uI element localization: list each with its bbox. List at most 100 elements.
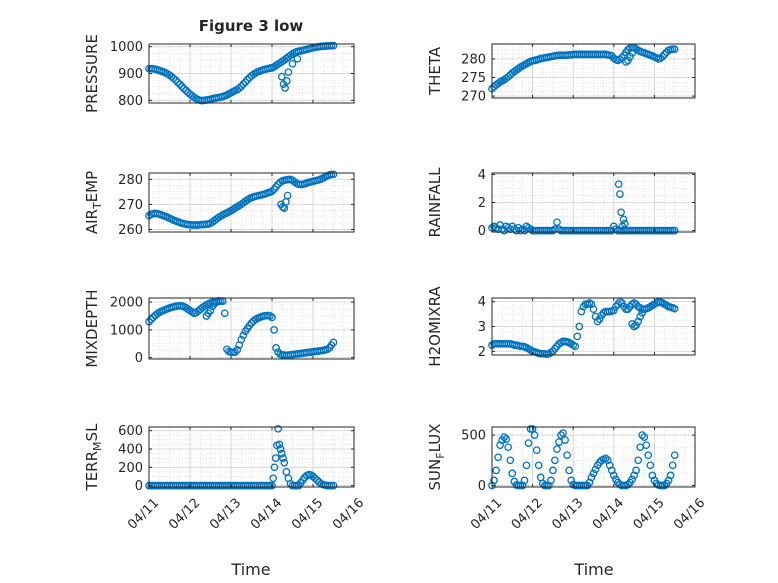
data-point [279, 454, 287, 462]
axes-box [148, 297, 355, 360]
data-point [573, 332, 582, 341]
data-point [644, 451, 653, 460]
subplot-h2omixra: 2 3 4 H2OMIXRA [426, 286, 696, 367]
data-point [636, 312, 645, 321]
data-point [634, 317, 643, 326]
data-point [179, 84, 188, 93]
data-point [670, 451, 679, 460]
data-point [508, 469, 517, 478]
data-point [646, 461, 655, 470]
data-point [490, 476, 498, 485]
data-point [231, 348, 239, 356]
data-point [549, 466, 557, 475]
y-axis-label: SUNFLUX [426, 424, 447, 491]
data-point [239, 80, 248, 89]
data-point [557, 431, 565, 439]
data-point [492, 466, 500, 475]
data-point [274, 424, 282, 433]
subplot-mixdepth: 0 1000 2000 MIXDEPTH [83, 289, 355, 368]
y-axis-label: H2OMIXRA [426, 286, 444, 367]
data-point [561, 436, 569, 444]
y-tick-label: 4 [478, 168, 486, 183]
data-point [620, 219, 629, 228]
data-point [656, 54, 665, 63]
data-point [269, 474, 278, 483]
data-point [553, 218, 561, 227]
data-point [603, 456, 612, 465]
y-tick-label: 200 [118, 461, 143, 476]
y-tick-label: 0 [478, 224, 486, 239]
data-point [638, 431, 647, 439]
axes-box [491, 426, 696, 488]
data-point [266, 312, 274, 320]
data-point [524, 439, 533, 447]
data-point [609, 306, 618, 315]
data-point [670, 304, 679, 313]
data-point [591, 465, 600, 474]
x-tick-label: 04/15 [289, 496, 326, 533]
data-point [522, 461, 531, 470]
y-tick-label: 270 [461, 90, 486, 105]
y-tick-label: 1000 [110, 40, 143, 55]
data-point [624, 480, 632, 489]
y-tick-label: 2000 [110, 296, 143, 311]
x-tick-label: 04/14 [248, 496, 285, 533]
data-point [628, 49, 636, 57]
data-points [145, 170, 338, 229]
y-tick-label: 0 [478, 479, 486, 494]
data-point [268, 481, 276, 490]
data-point [617, 208, 625, 217]
data-point [616, 55, 624, 64]
y-tick-label: 400 [118, 442, 143, 457]
data-point [504, 443, 513, 452]
x-tick-label: 04/11 [125, 496, 162, 533]
y-tick-label: 260 [118, 223, 143, 238]
data-point [648, 471, 657, 480]
data-point [630, 471, 638, 480]
y-axis-label: THETA [426, 46, 444, 96]
data-point [622, 58, 630, 66]
data-point [147, 315, 155, 324]
data-point [275, 440, 284, 449]
data-point [589, 469, 598, 478]
data-point [616, 190, 624, 198]
data-point [506, 456, 515, 465]
data-point [520, 476, 529, 485]
data-point [504, 72, 513, 81]
data-point [589, 305, 598, 314]
data-point [282, 77, 291, 85]
data-point [553, 445, 561, 454]
data-point [624, 56, 632, 65]
y-tick-label: 0 [135, 479, 143, 494]
y-tick-label: 600 [118, 424, 143, 439]
data-point [235, 84, 244, 93]
data-point [640, 433, 649, 441]
data-point [670, 45, 679, 54]
axes-box [148, 426, 355, 488]
subplot-pressure: 800 900 1000 PRESSURE [83, 34, 355, 113]
data-point [329, 41, 338, 50]
data-point [270, 326, 278, 334]
data-point [632, 466, 640, 475]
data-points [488, 180, 679, 235]
data-point [237, 335, 246, 344]
y-tick-label: 800 [118, 94, 143, 109]
data-point [571, 342, 580, 351]
data-point [660, 481, 669, 490]
data-point [268, 313, 276, 322]
data-point [547, 476, 555, 485]
data-point [607, 466, 616, 475]
y-tick-label: 3 [478, 320, 486, 335]
data-point [559, 429, 567, 437]
data-point [668, 461, 677, 470]
data-point [220, 309, 229, 318]
data-point [609, 471, 618, 480]
data-point [288, 59, 297, 68]
data-point [281, 84, 289, 92]
data-point [270, 463, 279, 472]
data-point [494, 453, 502, 462]
y-tick-label: 4 [478, 295, 486, 310]
data-point [276, 445, 285, 453]
